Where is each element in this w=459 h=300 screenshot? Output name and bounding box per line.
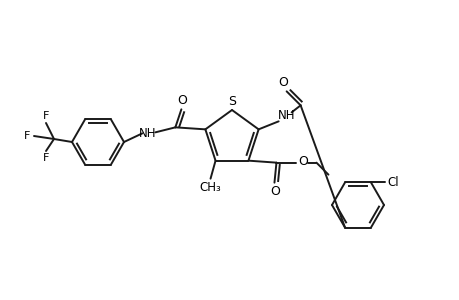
Text: O: O <box>298 155 308 168</box>
Text: NH: NH <box>138 127 156 140</box>
Text: F: F <box>43 111 49 121</box>
Text: O: O <box>177 94 187 107</box>
Text: Cl: Cl <box>386 176 398 189</box>
Text: O: O <box>278 76 288 89</box>
Text: O: O <box>270 185 280 198</box>
Text: S: S <box>228 94 235 107</box>
Text: NH: NH <box>277 109 295 122</box>
Text: F: F <box>43 153 49 163</box>
Text: F: F <box>24 131 30 141</box>
Text: CH₃: CH₃ <box>199 181 221 194</box>
